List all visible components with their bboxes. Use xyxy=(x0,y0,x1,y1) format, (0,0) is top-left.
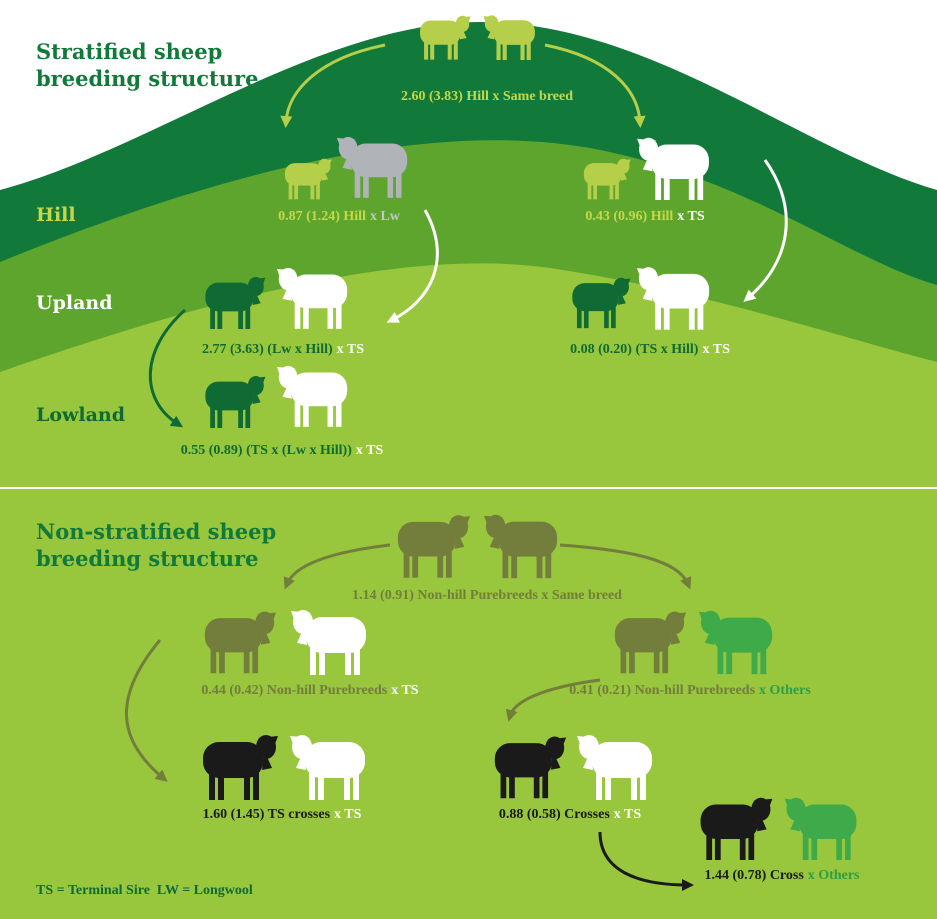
node-label: 0.55 (0.89) (TS x (Lw x Hill)) x TS xyxy=(181,443,383,459)
label-part: 0.88 (0.58) Crosses xyxy=(499,807,610,822)
node-label: 0.88 (0.58) Crosses x TS xyxy=(499,807,641,823)
section-title: Stratified sheep breeding structure xyxy=(36,38,286,92)
label-part: 1.14 (0.91) Non-hill Purebreeds x Same b… xyxy=(352,588,622,603)
label-part: x Lw xyxy=(370,209,400,224)
node-label: 1.60 (1.45) TS crosses x TS xyxy=(203,807,362,823)
legend: TS = Terminal Sire LW = Longwool xyxy=(36,883,253,899)
label-part: x TS xyxy=(334,807,361,822)
node-label: 0.87 (1.24) Hill x Lw xyxy=(278,209,400,225)
zone-label: Upland xyxy=(36,292,112,314)
label-part: 0.08 (0.20) (TS x Hill) xyxy=(570,342,698,357)
label-part: 1.60 (1.45) TS crosses xyxy=(203,807,330,822)
zone-label: Hill xyxy=(36,204,76,226)
node-label: 0.41 (0.21) Non-hill Purebreeds x Others xyxy=(569,683,810,699)
node-label: 2.60 (3.83) Hill x Same breed xyxy=(401,89,573,105)
label-part: 0.44 (0.42) Non-hill Purebreeds xyxy=(201,683,387,698)
label-part: 2.60 (3.83) Hill x Same breed xyxy=(401,89,573,104)
background xyxy=(0,0,937,919)
node-label: 0.08 (0.20) (TS x Hill) x TS xyxy=(570,342,730,358)
node-label: 0.44 (0.42) Non-hill Purebreeds x TS xyxy=(201,683,418,699)
label-part: x Others xyxy=(808,868,860,883)
label-part: x TS xyxy=(702,342,729,357)
zone-label: Lowland xyxy=(36,404,125,426)
label-part: 0.41 (0.21) Non-hill Purebreeds xyxy=(569,683,755,698)
label-part: x TS xyxy=(677,209,704,224)
label-part: x TS xyxy=(391,683,418,698)
label-part: 2.77 (3.63) (Lw x Hill) xyxy=(202,342,333,357)
node-label: 0.43 (0.96) Hill x TS xyxy=(585,209,704,225)
node-label: 1.14 (0.91) Non-hill Purebreeds x Same b… xyxy=(352,588,622,604)
node-label: 1.44 (0.78) Cross x Others xyxy=(704,868,859,884)
infographic: Stratified sheep breeding structure Hill… xyxy=(0,0,937,919)
section-title: Non-stratified sheep breeding structure xyxy=(36,518,306,572)
label-part: x TS xyxy=(614,807,641,822)
label-part: 1.44 (0.78) Cross xyxy=(704,868,803,883)
label-part: 0.87 (1.24) Hill xyxy=(278,209,366,224)
label-part: 0.55 (0.89) (TS x (Lw x Hill)) xyxy=(181,443,352,458)
label-part: 0.43 (0.96) Hill xyxy=(585,209,673,224)
label-part: x TS xyxy=(356,443,383,458)
label-part: x Others xyxy=(759,683,811,698)
node-label: 2.77 (3.63) (Lw x Hill) x TS xyxy=(202,342,364,358)
label-part: x TS xyxy=(337,342,364,357)
